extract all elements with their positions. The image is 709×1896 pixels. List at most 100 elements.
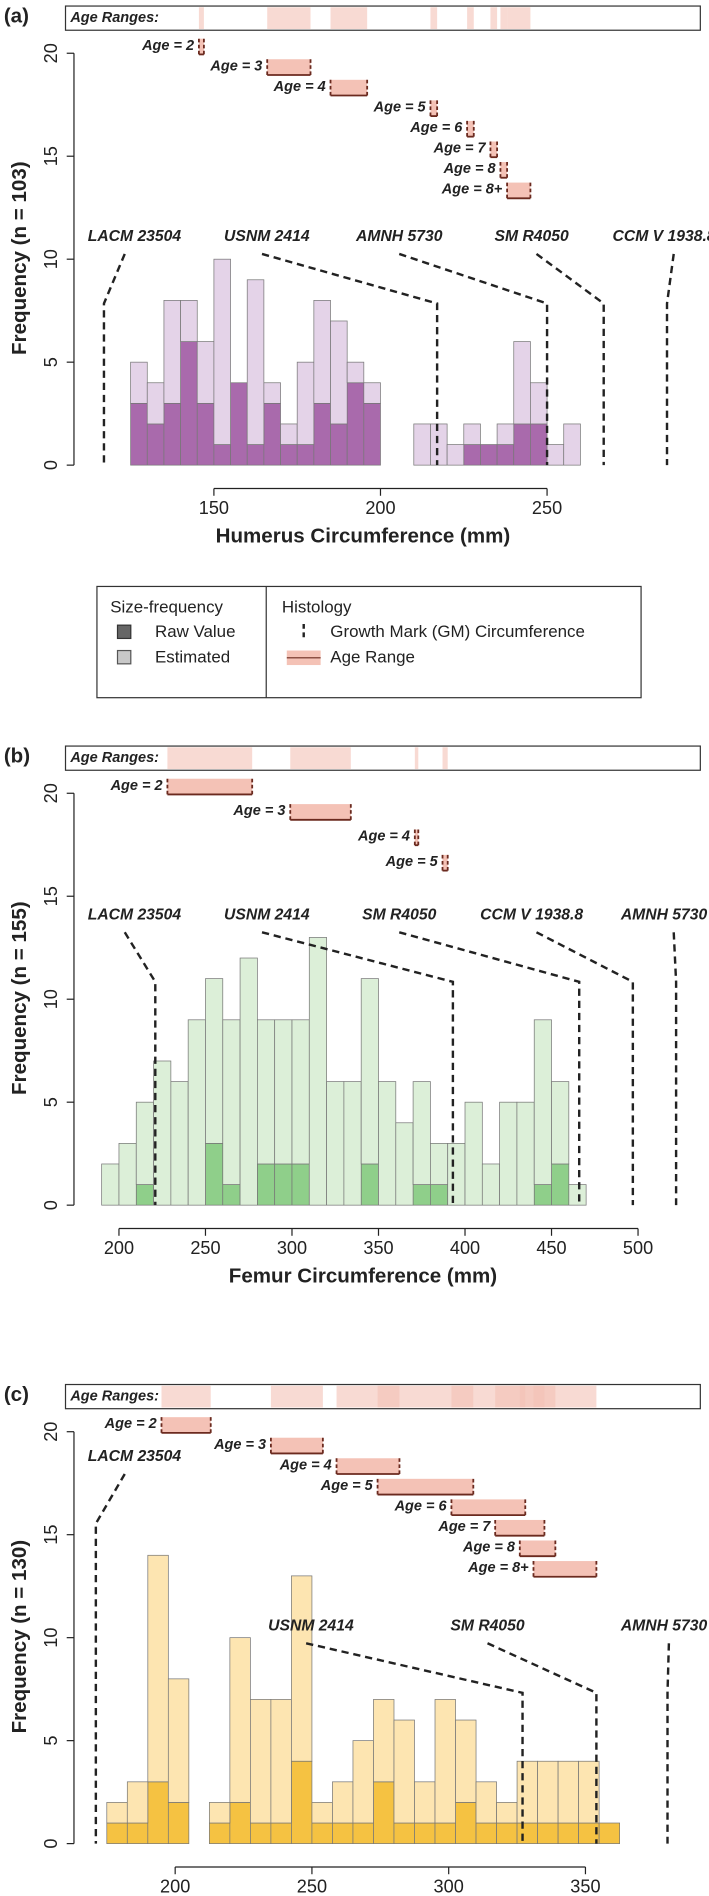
histogram-bar bbox=[346, 361, 365, 384]
panel: (c) Age Ranges: 0 5 10 15 20 Frequency (n = 130… bbox=[4, 1383, 708, 1896]
histogram-bar bbox=[551, 1081, 570, 1165]
histogram-bar bbox=[208, 1822, 231, 1844]
histogram-bar bbox=[257, 1019, 276, 1165]
age-range-label: Age = 3 bbox=[209, 58, 262, 74]
gm-line bbox=[102, 253, 126, 466]
specimen-label: AMNH 5730 bbox=[620, 907, 708, 924]
histogram-bar bbox=[330, 320, 348, 425]
age-strip-title: Age Ranges: bbox=[69, 750, 159, 766]
gm-line bbox=[665, 253, 675, 466]
age-strip-range bbox=[267, 7, 311, 30]
histogram-bar bbox=[481, 1163, 500, 1206]
age-range bbox=[167, 778, 253, 795]
x-axis-label: Humerus Circumference (mm) bbox=[216, 524, 511, 547]
y-tick-label: 5 bbox=[41, 1097, 61, 1107]
age-strip-range bbox=[290, 747, 351, 770]
histogram-bar bbox=[352, 1740, 374, 1824]
histogram-bar bbox=[274, 1163, 293, 1206]
y-axis-label: Frequency (n = 103) bbox=[8, 161, 31, 355]
histogram-bar bbox=[280, 423, 298, 445]
specimen-label: LACM 23504 bbox=[88, 907, 182, 924]
specimen-label: AMNH 5730 bbox=[620, 1618, 708, 1635]
histogram-bar bbox=[130, 402, 148, 466]
histogram-bar bbox=[311, 1802, 333, 1824]
age-range-label: Age = 4 bbox=[273, 79, 326, 95]
histogram-bar bbox=[246, 444, 265, 466]
histogram-bar bbox=[414, 1781, 436, 1824]
age-range bbox=[507, 182, 531, 199]
x-tick-label: 350 bbox=[363, 1238, 393, 1258]
histogram-bar bbox=[475, 1822, 497, 1844]
specimen-label: SM R4050 bbox=[362, 907, 436, 924]
age-strip-range bbox=[500, 7, 508, 30]
y-tick-label: 0 bbox=[41, 1839, 61, 1849]
histogram-bar bbox=[455, 1719, 477, 1803]
age-range-label: Age = 8+ bbox=[467, 1560, 529, 1576]
histogram-bar bbox=[332, 1781, 354, 1824]
x-tick-label: 350 bbox=[570, 1876, 600, 1896]
panel-label: (a) bbox=[4, 4, 29, 27]
histogram-bar bbox=[378, 1081, 397, 1206]
histogram-bar bbox=[170, 1081, 189, 1206]
histogram-bar bbox=[516, 1822, 538, 1844]
histogram-bar bbox=[280, 444, 298, 466]
x-tick-label: 200 bbox=[160, 1876, 190, 1896]
age-range bbox=[430, 100, 438, 117]
histogram-bar bbox=[308, 937, 327, 1206]
age-strip bbox=[64, 745, 701, 771]
histogram-bar bbox=[263, 382, 281, 404]
age-strip-range bbox=[442, 747, 448, 770]
histogram-bar bbox=[229, 1802, 251, 1844]
histogram-bar bbox=[213, 444, 231, 466]
x-tick-label: 250 bbox=[190, 1238, 220, 1258]
histogram-bar bbox=[537, 1760, 559, 1824]
age-strip-range bbox=[533, 1385, 597, 1408]
age-range-label: Age = 8+ bbox=[441, 182, 503, 198]
age-strip-range bbox=[198, 7, 204, 30]
x-tick-label: 150 bbox=[199, 498, 229, 518]
y-tick-label: 5 bbox=[41, 357, 61, 367]
x-tick-label: 250 bbox=[297, 1876, 327, 1896]
histogram-bar bbox=[167, 1678, 190, 1803]
age-range-label: Age = 6 bbox=[394, 1498, 448, 1514]
histogram-bar bbox=[274, 1019, 293, 1165]
x-axis-label: Femur Circumference (mm) bbox=[229, 1264, 497, 1287]
histogram-bar bbox=[250, 1822, 272, 1844]
histogram-bar bbox=[330, 423, 348, 466]
histogram-bar bbox=[291, 1575, 313, 1762]
age-range bbox=[451, 1499, 526, 1516]
age-range bbox=[161, 1417, 211, 1433]
histogram-bar bbox=[568, 1184, 587, 1206]
specimen-label: USNM 2414 bbox=[224, 907, 310, 924]
histogram-bar bbox=[163, 402, 181, 466]
y-tick-label: 15 bbox=[41, 146, 61, 166]
age-range bbox=[290, 804, 351, 820]
legend-label: Age Range bbox=[330, 647, 415, 666]
histogram-bar bbox=[530, 423, 548, 466]
histogram-bar bbox=[598, 1822, 621, 1844]
histogram-bar bbox=[360, 1163, 379, 1206]
histogram-bar bbox=[196, 341, 215, 404]
histogram-bar bbox=[106, 1822, 128, 1844]
histogram-bar bbox=[373, 1781, 395, 1844]
histogram-bar bbox=[229, 1637, 251, 1803]
histogram-bar bbox=[430, 1184, 449, 1206]
age-range bbox=[414, 829, 419, 846]
histogram-bar bbox=[412, 1184, 431, 1206]
histogram-bar bbox=[263, 402, 281, 466]
specimen-label: USNM 2414 bbox=[268, 1618, 354, 1635]
y-tick-label: 15 bbox=[41, 1525, 61, 1545]
age-range bbox=[330, 79, 368, 96]
gm-line bbox=[666, 1643, 671, 1844]
specimen-label: SM R4050 bbox=[450, 1618, 524, 1635]
specimen-label: SM R4050 bbox=[495, 228, 569, 245]
y-tick-label: 20 bbox=[41, 1422, 61, 1442]
y-tick-label: 0 bbox=[41, 460, 61, 470]
histogram-bar bbox=[499, 1101, 518, 1206]
gm-line bbox=[398, 931, 581, 1206]
histogram-bar bbox=[246, 279, 265, 445]
histogram-bar bbox=[533, 1019, 552, 1185]
y-tick-label: 10 bbox=[41, 989, 61, 1009]
age-range-label: Age = 5 bbox=[385, 854, 439, 870]
specimen-label: AMNH 5730 bbox=[355, 228, 443, 245]
